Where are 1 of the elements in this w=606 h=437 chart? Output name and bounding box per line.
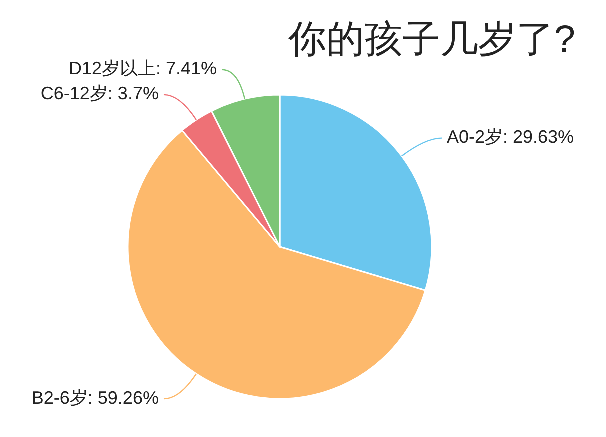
title: 你的孩子几岁了?	[288, 19, 576, 62]
